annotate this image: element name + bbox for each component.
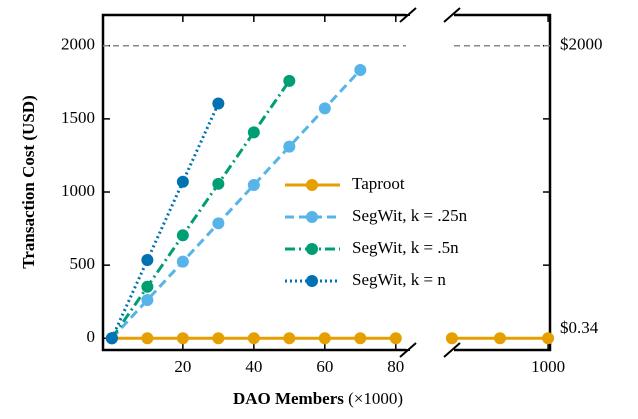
y-tick-label: 0 (87, 327, 96, 346)
legend-marker (306, 243, 318, 255)
data-point (212, 332, 225, 345)
legend-marker (306, 211, 318, 223)
series-line (110, 102, 220, 339)
y-axis-label: Transaction Cost (USD) (19, 95, 38, 268)
data-point (247, 126, 260, 139)
data-point (176, 332, 189, 345)
right-axes-frame (448, 13, 552, 352)
data-point (141, 332, 154, 345)
legend-label: Taproot (352, 174, 405, 193)
annotation: $0.34 (560, 318, 599, 337)
data-point (389, 332, 402, 345)
data-point (283, 332, 296, 345)
data-point (283, 74, 296, 87)
data-point (247, 332, 260, 345)
data-point (354, 64, 367, 77)
x-tick-label: 60 (316, 357, 333, 376)
x-tick-label: 1000 (531, 357, 565, 376)
break-gap (406, 0, 454, 419)
legend-label: SegWit, k = .25n (352, 206, 468, 225)
data-point (354, 332, 367, 345)
x-tick-label: 80 (387, 357, 404, 376)
legend-marker (306, 179, 318, 191)
data-point (141, 254, 154, 267)
y-tick-label: 500 (70, 254, 96, 273)
x-tick-label: 20 (174, 357, 191, 376)
data-point (283, 140, 296, 153)
x-axis-label-main: DAO Members (233, 389, 344, 408)
data-point (542, 332, 555, 345)
data-point (176, 255, 189, 268)
y-tick-label: 1000 (61, 181, 95, 200)
data-point (212, 217, 225, 230)
y-tick-label: 1500 (61, 108, 95, 127)
data-point (318, 332, 331, 345)
y-tick-label: 2000 (61, 35, 95, 54)
series-line (110, 68, 362, 340)
series-line (110, 79, 291, 340)
annotation: $2000 (560, 35, 603, 54)
data-point (176, 175, 189, 188)
data-point (141, 293, 154, 306)
break-marks (399, 7, 461, 358)
data-point (445, 332, 458, 345)
data-point (212, 177, 225, 190)
data-point (318, 102, 331, 115)
legend-marker (306, 275, 318, 287)
data-point (176, 229, 189, 242)
data-point (212, 97, 225, 110)
x-axis-label: DAO Members (×1000) (233, 389, 403, 408)
legend-label: SegWit, k = n (352, 270, 446, 289)
data-point (141, 280, 154, 293)
x-tick-label: 40 (245, 357, 262, 376)
legend-label: SegWit, k = .5n (352, 238, 459, 257)
data-point (105, 332, 118, 345)
data-point (247, 178, 260, 191)
data-point (494, 332, 506, 345)
x-axis-label-unit: (×1000) (348, 389, 403, 408)
